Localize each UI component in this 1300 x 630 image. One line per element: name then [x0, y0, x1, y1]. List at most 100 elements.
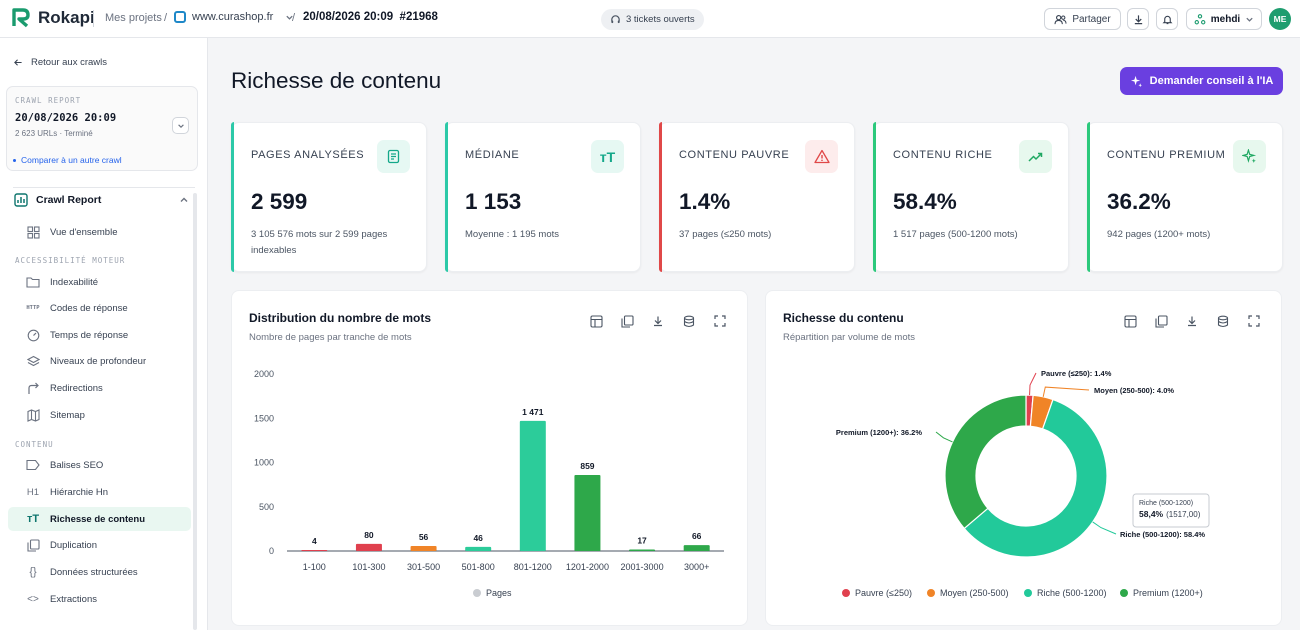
bar-value-label: 56 — [419, 532, 429, 542]
network-icon — [1194, 13, 1206, 24]
user-menu[interactable]: mehdi — [1186, 8, 1262, 30]
y-tick-label: 500 — [259, 502, 274, 512]
tooltip-value: 58,4% (1517,00) — [1139, 509, 1201, 519]
section-crawl-report[interactable]: Crawl Report — [14, 193, 189, 207]
table-icon[interactable] — [588, 313, 604, 329]
breadcrumb-projects[interactable]: Mes projets — [105, 12, 162, 24]
chevron-up-icon — [180, 197, 188, 202]
download-button[interactable] — [1127, 8, 1149, 30]
bar-value-label: 46 — [473, 533, 483, 543]
copy-icon[interactable] — [619, 313, 635, 329]
sidebar-scrollbar[interactable] — [193, 193, 197, 630]
sidebar-item-duplication[interactable]: Duplication — [8, 533, 191, 557]
chevron-down-icon — [1246, 17, 1253, 22]
text-size-icon: тT — [591, 140, 624, 173]
breadcrumb-separator: / — [164, 12, 168, 24]
y-tick-label: 2000 — [254, 369, 274, 379]
download-icon[interactable] — [650, 313, 666, 329]
notifications-button[interactable] — [1156, 8, 1178, 30]
sparkles-icon — [1130, 75, 1142, 87]
crawl-id: 20/08/2026 20:09 #21968 — [303, 11, 438, 23]
sidebar-item-headings[interactable]: H1 Hiérarchie Hn — [8, 480, 191, 504]
compare-crawl-link[interactable]: Comparer à un autre crawl — [13, 155, 122, 165]
sidebar-item-response-time[interactable]: Temps de réponse — [8, 323, 191, 347]
tooltip-box — [1132, 493, 1210, 528]
sidebar-item-label: Extractions — [50, 593, 97, 605]
fullscreen-icon[interactable] — [1246, 313, 1262, 329]
trending-up-icon — [1019, 140, 1052, 173]
crawl-box-sub: 2 623 URLs · Terminé — [15, 129, 93, 138]
crawl-report-box: CRAWL REPORT 20/08/2026 20:09 2 623 URLs… — [6, 86, 198, 188]
y-tick-label: 1000 — [254, 458, 274, 468]
fullscreen-icon[interactable] — [712, 313, 728, 329]
slice-label-leader — [1029, 372, 1037, 396]
bar-chart-icon — [14, 193, 28, 207]
chart-subtitle: Nombre de pages par tranche de mots — [249, 332, 412, 343]
users-icon — [1054, 14, 1067, 24]
legend-label: Moyen (250-500) — [940, 588, 1009, 598]
slice-Riche (500-1200) — [963, 398, 1108, 558]
chart-tooltip: Riche (500-1200) 58,4% (1517,00) — [1132, 493, 1210, 528]
share-label: Partager — [1072, 13, 1111, 25]
database-icon[interactable] — [1215, 313, 1231, 329]
crawl-box-date: 20/08/2026 20:09 — [15, 112, 117, 124]
breadcrumb-separator: / — [292, 12, 296, 24]
sidebar-item-label: Niveaux de profondeur — [50, 355, 147, 367]
sidebar-item-extractions[interactable]: <> Extractions — [8, 587, 191, 611]
avatar[interactable]: ME — [1269, 8, 1291, 30]
sidebar-item-seo-tags[interactable]: Balises SEO — [8, 453, 191, 477]
group-label-content: CONTENU — [15, 440, 54, 449]
back-to-crawls-link[interactable]: Retour aux crawls — [13, 57, 107, 68]
bar-801-1200 — [519, 420, 546, 551]
compare-label: Comparer à un autre crawl — [21, 155, 122, 165]
sidebar-item-sitemap[interactable]: Sitemap — [8, 403, 191, 427]
back-label: Retour aux crawls — [31, 57, 108, 68]
ask-ai-button[interactable]: Demander conseil à l'IA — [1120, 67, 1283, 95]
bar-1201-2000 — [574, 474, 601, 551]
database-icon[interactable] — [681, 313, 697, 329]
sidebar-item-label: Sitemap — [50, 409, 85, 421]
slice-label: Pauvre (≤250): 1.4% — [1041, 369, 1112, 378]
sidebar-item-redirects[interactable]: Redirections — [8, 376, 191, 400]
sidebar-item-overview[interactable]: Vue d'ensemble — [8, 220, 191, 244]
sidebar-item-label: Codes de réponse — [50, 302, 128, 314]
warning-icon — [805, 140, 838, 173]
download-icon[interactable] — [1184, 313, 1200, 329]
redirect-icon — [26, 381, 40, 395]
tickets-label: 3 tickets ouverts — [626, 14, 695, 25]
sidebar-item-content-richness[interactable]: тT Richesse de contenu — [8, 507, 191, 531]
y-tick-label: 1500 — [254, 413, 274, 423]
kpi-card-premium-content: CONTENU PREMIUM 36.2% 942 pages (1200+ m… — [1087, 122, 1283, 272]
tag-icon — [26, 458, 40, 472]
section-label: Crawl Report — [36, 194, 102, 206]
bar-value-label: 859 — [580, 461, 594, 471]
kpi-card-rich-content: CONTENU RICHE 58.4% 1 517 pages (500-120… — [873, 122, 1069, 272]
kpi-sub: 1 517 pages (500-1200 mots) — [893, 229, 1018, 240]
sidebar-item-structured-data[interactable]: {} Données structurées — [8, 560, 191, 584]
share-button[interactable]: Partager — [1044, 8, 1121, 30]
bar-value-label: 17 — [637, 535, 647, 545]
table-icon[interactable] — [1122, 313, 1138, 329]
grid-icon — [26, 225, 40, 239]
site-selector[interactable]: www.curashop.fr — [174, 11, 294, 23]
sidebar-item-indexability[interactable]: Indexabilité — [8, 270, 191, 294]
chart-toolbar — [1122, 313, 1262, 329]
logo[interactable]: Rokapi — [11, 7, 95, 29]
sidebar-item-response-codes[interactable]: HTTP Codes de réponse — [8, 296, 191, 320]
legend-label: Premium (1200+) — [1133, 588, 1203, 598]
chevron-down-icon — [286, 15, 293, 20]
top-bar: Rokapi Mes projets / www.curashop.fr / 2… — [0, 0, 1300, 38]
bullet-icon — [13, 158, 16, 162]
slice-label: Riche (500-1200): 58.4% — [1120, 530, 1205, 539]
bar-501-800 — [465, 546, 492, 551]
braces-icon: {} — [29, 566, 37, 578]
copy-icon[interactable] — [1153, 313, 1169, 329]
logo-text: Rokapi — [38, 8, 95, 27]
tickets-badge[interactable]: 3 tickets ouverts — [601, 9, 704, 30]
donut-chart: Pauvre (≤250): 1.4% Moyen (250-500): 4.0%… — [836, 369, 1210, 598]
slice-label-leader — [935, 431, 953, 443]
sidebar-item-label: Redirections — [50, 382, 103, 394]
chart-subtitle: Répartition par volume de mots — [783, 332, 916, 343]
sidebar-item-depth[interactable]: Niveaux de profondeur — [8, 349, 191, 373]
crawl-select-button[interactable] — [172, 117, 189, 134]
